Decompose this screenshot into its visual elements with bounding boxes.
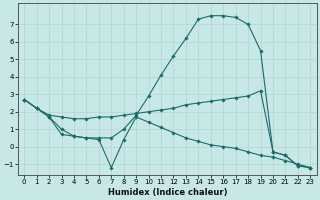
X-axis label: Humidex (Indice chaleur): Humidex (Indice chaleur) [108, 188, 227, 197]
